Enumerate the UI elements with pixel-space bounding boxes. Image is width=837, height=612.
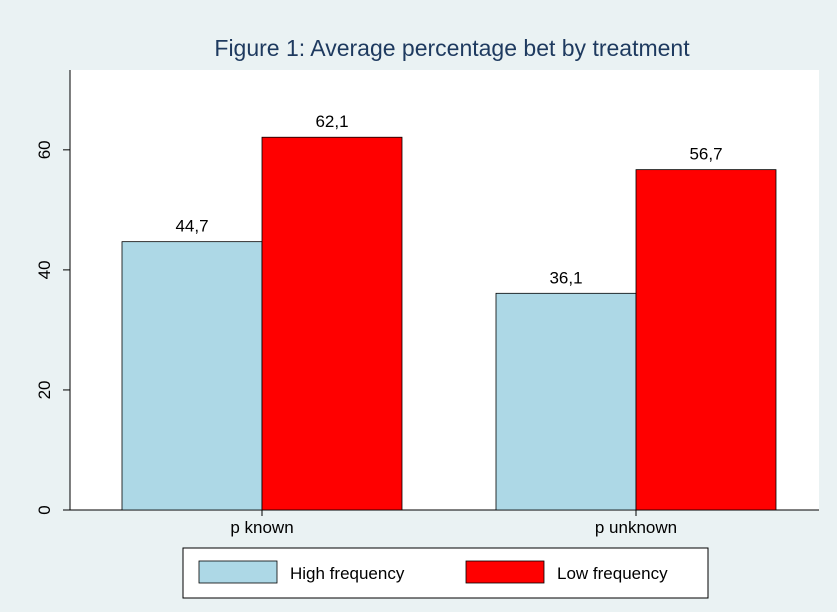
legend-swatch [198, 560, 278, 584]
y-tick-label: 60 [35, 140, 54, 159]
legend-swatch [465, 560, 545, 584]
y-tick-label: 0 [35, 505, 54, 514]
chart-title: Figure 1: Average percentage bet by trea… [214, 35, 690, 61]
x-tick-label: p unknown [595, 518, 677, 537]
value-label: 44,7 [175, 217, 208, 236]
bar [121, 241, 263, 511]
bar [635, 169, 777, 511]
y-tick-label: 40 [35, 260, 54, 279]
value-label: 36,1 [549, 268, 582, 287]
bar [261, 136, 403, 511]
value-label: 62,1 [315, 112, 348, 131]
y-tick-label: 20 [35, 380, 54, 399]
legend-label: High frequency [290, 564, 405, 583]
x-tick-label: p known [230, 518, 293, 537]
legend-label: Low frequency [557, 564, 668, 583]
value-label: 56,7 [689, 145, 722, 164]
bar [495, 292, 637, 511]
